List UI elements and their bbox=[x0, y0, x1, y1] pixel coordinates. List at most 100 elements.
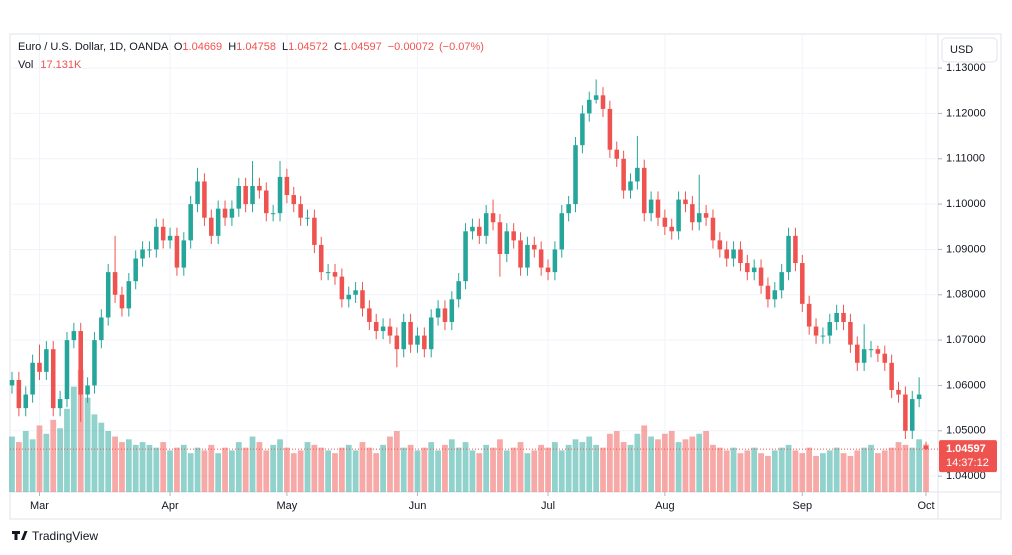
x-tick-label: Jul bbox=[541, 500, 555, 512]
volume-bar bbox=[119, 442, 125, 492]
candle-body bbox=[566, 204, 571, 214]
volume-bar bbox=[208, 444, 215, 492]
volume-bar bbox=[153, 447, 160, 492]
candle-body bbox=[621, 158, 626, 191]
volume-bar bbox=[730, 447, 737, 492]
candle-body bbox=[490, 213, 496, 223]
volume-bar bbox=[400, 447, 407, 492]
candle-body bbox=[298, 204, 303, 218]
candle-body bbox=[442, 308, 448, 322]
volume-bar bbox=[352, 450, 359, 492]
candle-body bbox=[793, 235, 798, 264]
volume-bar bbox=[627, 444, 634, 492]
candle-body bbox=[738, 249, 743, 264]
candle-body bbox=[401, 321, 406, 350]
y-tick-label: 1.06000 bbox=[946, 379, 986, 391]
x-tick-label: Mar bbox=[30, 500, 49, 512]
volume-bar bbox=[338, 447, 345, 492]
candle-body bbox=[167, 235, 173, 241]
candle-body bbox=[806, 303, 812, 327]
volume-bar bbox=[263, 450, 270, 492]
x-tick-label: May bbox=[276, 500, 297, 512]
volume-bar bbox=[29, 439, 36, 492]
volume-bar bbox=[421, 447, 428, 492]
candle-body bbox=[105, 272, 111, 318]
volume-bar bbox=[112, 436, 118, 492]
volume-value: 17.131K bbox=[40, 59, 82, 71]
volume-bar bbox=[373, 453, 380, 492]
candle-body bbox=[916, 394, 922, 400]
volume-bar bbox=[751, 447, 758, 492]
candle-body bbox=[195, 181, 200, 205]
volume-bar bbox=[297, 450, 304, 492]
volume-bar bbox=[407, 444, 414, 492]
y-tick-label: 1.11000 bbox=[946, 153, 985, 165]
volume-bar bbox=[256, 442, 263, 492]
candle-body bbox=[435, 308, 441, 318]
candle-body bbox=[855, 344, 860, 363]
volume-bar bbox=[64, 408, 70, 492]
candle-body bbox=[614, 149, 620, 159]
candle-body bbox=[662, 217, 668, 227]
candle-body bbox=[119, 294, 125, 309]
candle-body bbox=[909, 399, 915, 431]
candle-body bbox=[525, 244, 530, 268]
candle-body bbox=[635, 167, 640, 182]
candle-body bbox=[648, 199, 654, 214]
candle-body bbox=[92, 340, 97, 386]
y-tick-label: 1.04000 bbox=[946, 470, 986, 482]
candle-body bbox=[428, 317, 434, 350]
volume-bar bbox=[50, 419, 57, 492]
candle-body bbox=[318, 244, 324, 273]
candle-body bbox=[449, 299, 455, 322]
candle-body bbox=[559, 213, 565, 250]
currency-label[interactable]: USD bbox=[950, 44, 973, 56]
candle-body bbox=[264, 190, 269, 214]
candle-body bbox=[580, 113, 585, 146]
open-prefix: O bbox=[174, 41, 183, 53]
candle-body bbox=[861, 349, 867, 363]
x-tick-label: Jun bbox=[409, 500, 427, 512]
candle-body bbox=[724, 249, 729, 259]
volume-bar bbox=[387, 436, 393, 492]
candle-body bbox=[456, 281, 461, 300]
candle-body bbox=[868, 349, 874, 351]
candle-body bbox=[772, 290, 778, 300]
candle-body bbox=[202, 181, 207, 218]
currency-button[interactable] bbox=[941, 37, 998, 63]
volume-bar bbox=[606, 433, 613, 492]
volume-bar bbox=[229, 450, 235, 492]
volume-bar bbox=[765, 455, 771, 492]
volume-bar bbox=[345, 444, 352, 492]
candle-body bbox=[848, 321, 853, 345]
legend-header: Euro / U.S. Dollar, 1D, OANDA O1.04669 H… bbox=[18, 41, 484, 53]
volume-bar bbox=[22, 431, 29, 492]
candle-body bbox=[78, 331, 83, 395]
volume-bar bbox=[43, 433, 50, 492]
candle-body bbox=[229, 208, 235, 218]
volume-bar bbox=[517, 442, 524, 492]
volume-bar bbox=[366, 447, 373, 492]
volume-bar bbox=[641, 425, 648, 492]
candle-body bbox=[305, 217, 310, 219]
volume-bar bbox=[435, 450, 441, 492]
candle-body bbox=[710, 217, 716, 241]
volume-bar bbox=[194, 447, 201, 492]
candle-body bbox=[504, 231, 510, 254]
candle-body bbox=[373, 321, 379, 332]
high-prefix: H bbox=[228, 41, 236, 53]
candle-body bbox=[573, 145, 578, 205]
candle-body bbox=[250, 185, 255, 205]
volume-bar bbox=[483, 444, 490, 492]
volume-bar bbox=[277, 439, 283, 492]
volume-bar bbox=[332, 453, 338, 492]
volume-bar bbox=[675, 442, 682, 492]
volume-bar bbox=[304, 442, 311, 492]
volume-bar bbox=[187, 453, 194, 492]
candle-body bbox=[353, 290, 358, 295]
volume-bar bbox=[380, 444, 386, 492]
candle-body bbox=[786, 235, 791, 273]
volume-bar bbox=[771, 450, 778, 492]
volume-bar bbox=[668, 431, 675, 492]
volume-bar bbox=[792, 450, 799, 492]
